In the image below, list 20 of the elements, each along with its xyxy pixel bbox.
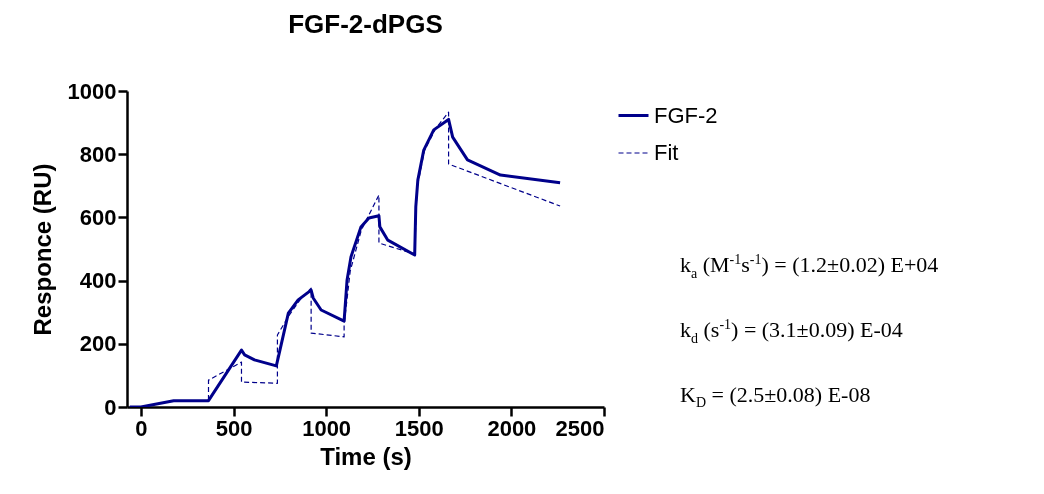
y-tick-label: 0 (104, 394, 117, 420)
x-tick-label: 0 (135, 415, 148, 441)
y-tick-label: 200 (79, 331, 117, 357)
x-tick-label: 2000 (487, 415, 537, 441)
y-tick-label: 600 (79, 204, 117, 230)
x-tick-label: 500 (215, 415, 253, 441)
chart-title: FGF-2-dPGS (288, 9, 443, 39)
legend-label: FGF-2 (654, 102, 718, 128)
y-tick-label: 800 (79, 141, 117, 167)
x-axis-title: Time (s) (320, 442, 412, 470)
x-tick-label: 2500 (555, 415, 605, 441)
text: k$_{a}$ (M$^{-1}$s$^{-1}$) = (1.2±0.02) E+04 (680, 252, 939, 283)
x-tick-label: 1000 (302, 415, 352, 441)
x-tick-label: 1500 (394, 415, 444, 441)
text: k$_{d}$ (s$^{-1}$) = (3.1±0.09) E-04 (680, 317, 904, 348)
text: K$_{D}$ = (2.5±0.08) E-08 (680, 382, 872, 413)
legend-label: Fit (654, 140, 679, 165)
y-tick-label: 400 (79, 268, 117, 294)
y-axis-title: Responce (RU) (28, 163, 56, 336)
y-tick-label: 1000 (67, 78, 117, 104)
